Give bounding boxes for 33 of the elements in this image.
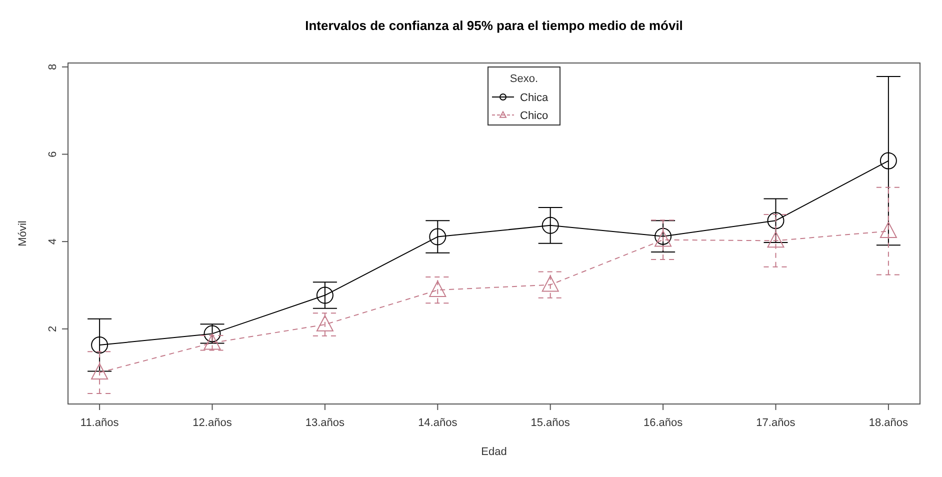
y-tick-label: 2 bbox=[47, 326, 59, 332]
point bbox=[91, 336, 108, 354]
x-tick-label: 14.años bbox=[418, 417, 458, 429]
x-tick-label: 13.años bbox=[305, 417, 346, 429]
y-tick-label: 4 bbox=[47, 238, 59, 245]
y-axis-title: Móvil bbox=[17, 220, 29, 246]
x-tick-label: 11.años bbox=[80, 417, 120, 429]
point bbox=[429, 280, 446, 297]
point bbox=[429, 228, 446, 246]
point bbox=[654, 230, 672, 247]
point bbox=[204, 325, 221, 342]
point bbox=[880, 152, 897, 170]
chart-title: Intervalos de confianza al 95% para el tiempo medio de móvil bbox=[305, 18, 683, 33]
x-tick-label: 16.años bbox=[643, 417, 684, 429]
x-tick-label: 15.años bbox=[530, 417, 570, 429]
point bbox=[316, 315, 334, 332]
legend-label: Chica bbox=[520, 92, 550, 104]
point bbox=[542, 276, 559, 292]
y-tick-label: 8 bbox=[47, 64, 59, 70]
x-axis-title: Edad bbox=[481, 446, 507, 458]
point bbox=[91, 363, 108, 380]
x-tick-label: 17.años bbox=[756, 417, 796, 429]
legend-label: Chico bbox=[520, 110, 548, 122]
x-tick-label: 12.años bbox=[192, 417, 232, 429]
y-tick-label: 6 bbox=[47, 151, 59, 158]
point bbox=[767, 212, 784, 230]
point bbox=[542, 216, 559, 234]
legend-title: Sexo. bbox=[510, 73, 538, 85]
point bbox=[204, 334, 221, 350]
point bbox=[767, 231, 784, 248]
point bbox=[880, 222, 897, 238]
point bbox=[316, 286, 334, 304]
x-tick-label: 18.años bbox=[868, 417, 909, 429]
